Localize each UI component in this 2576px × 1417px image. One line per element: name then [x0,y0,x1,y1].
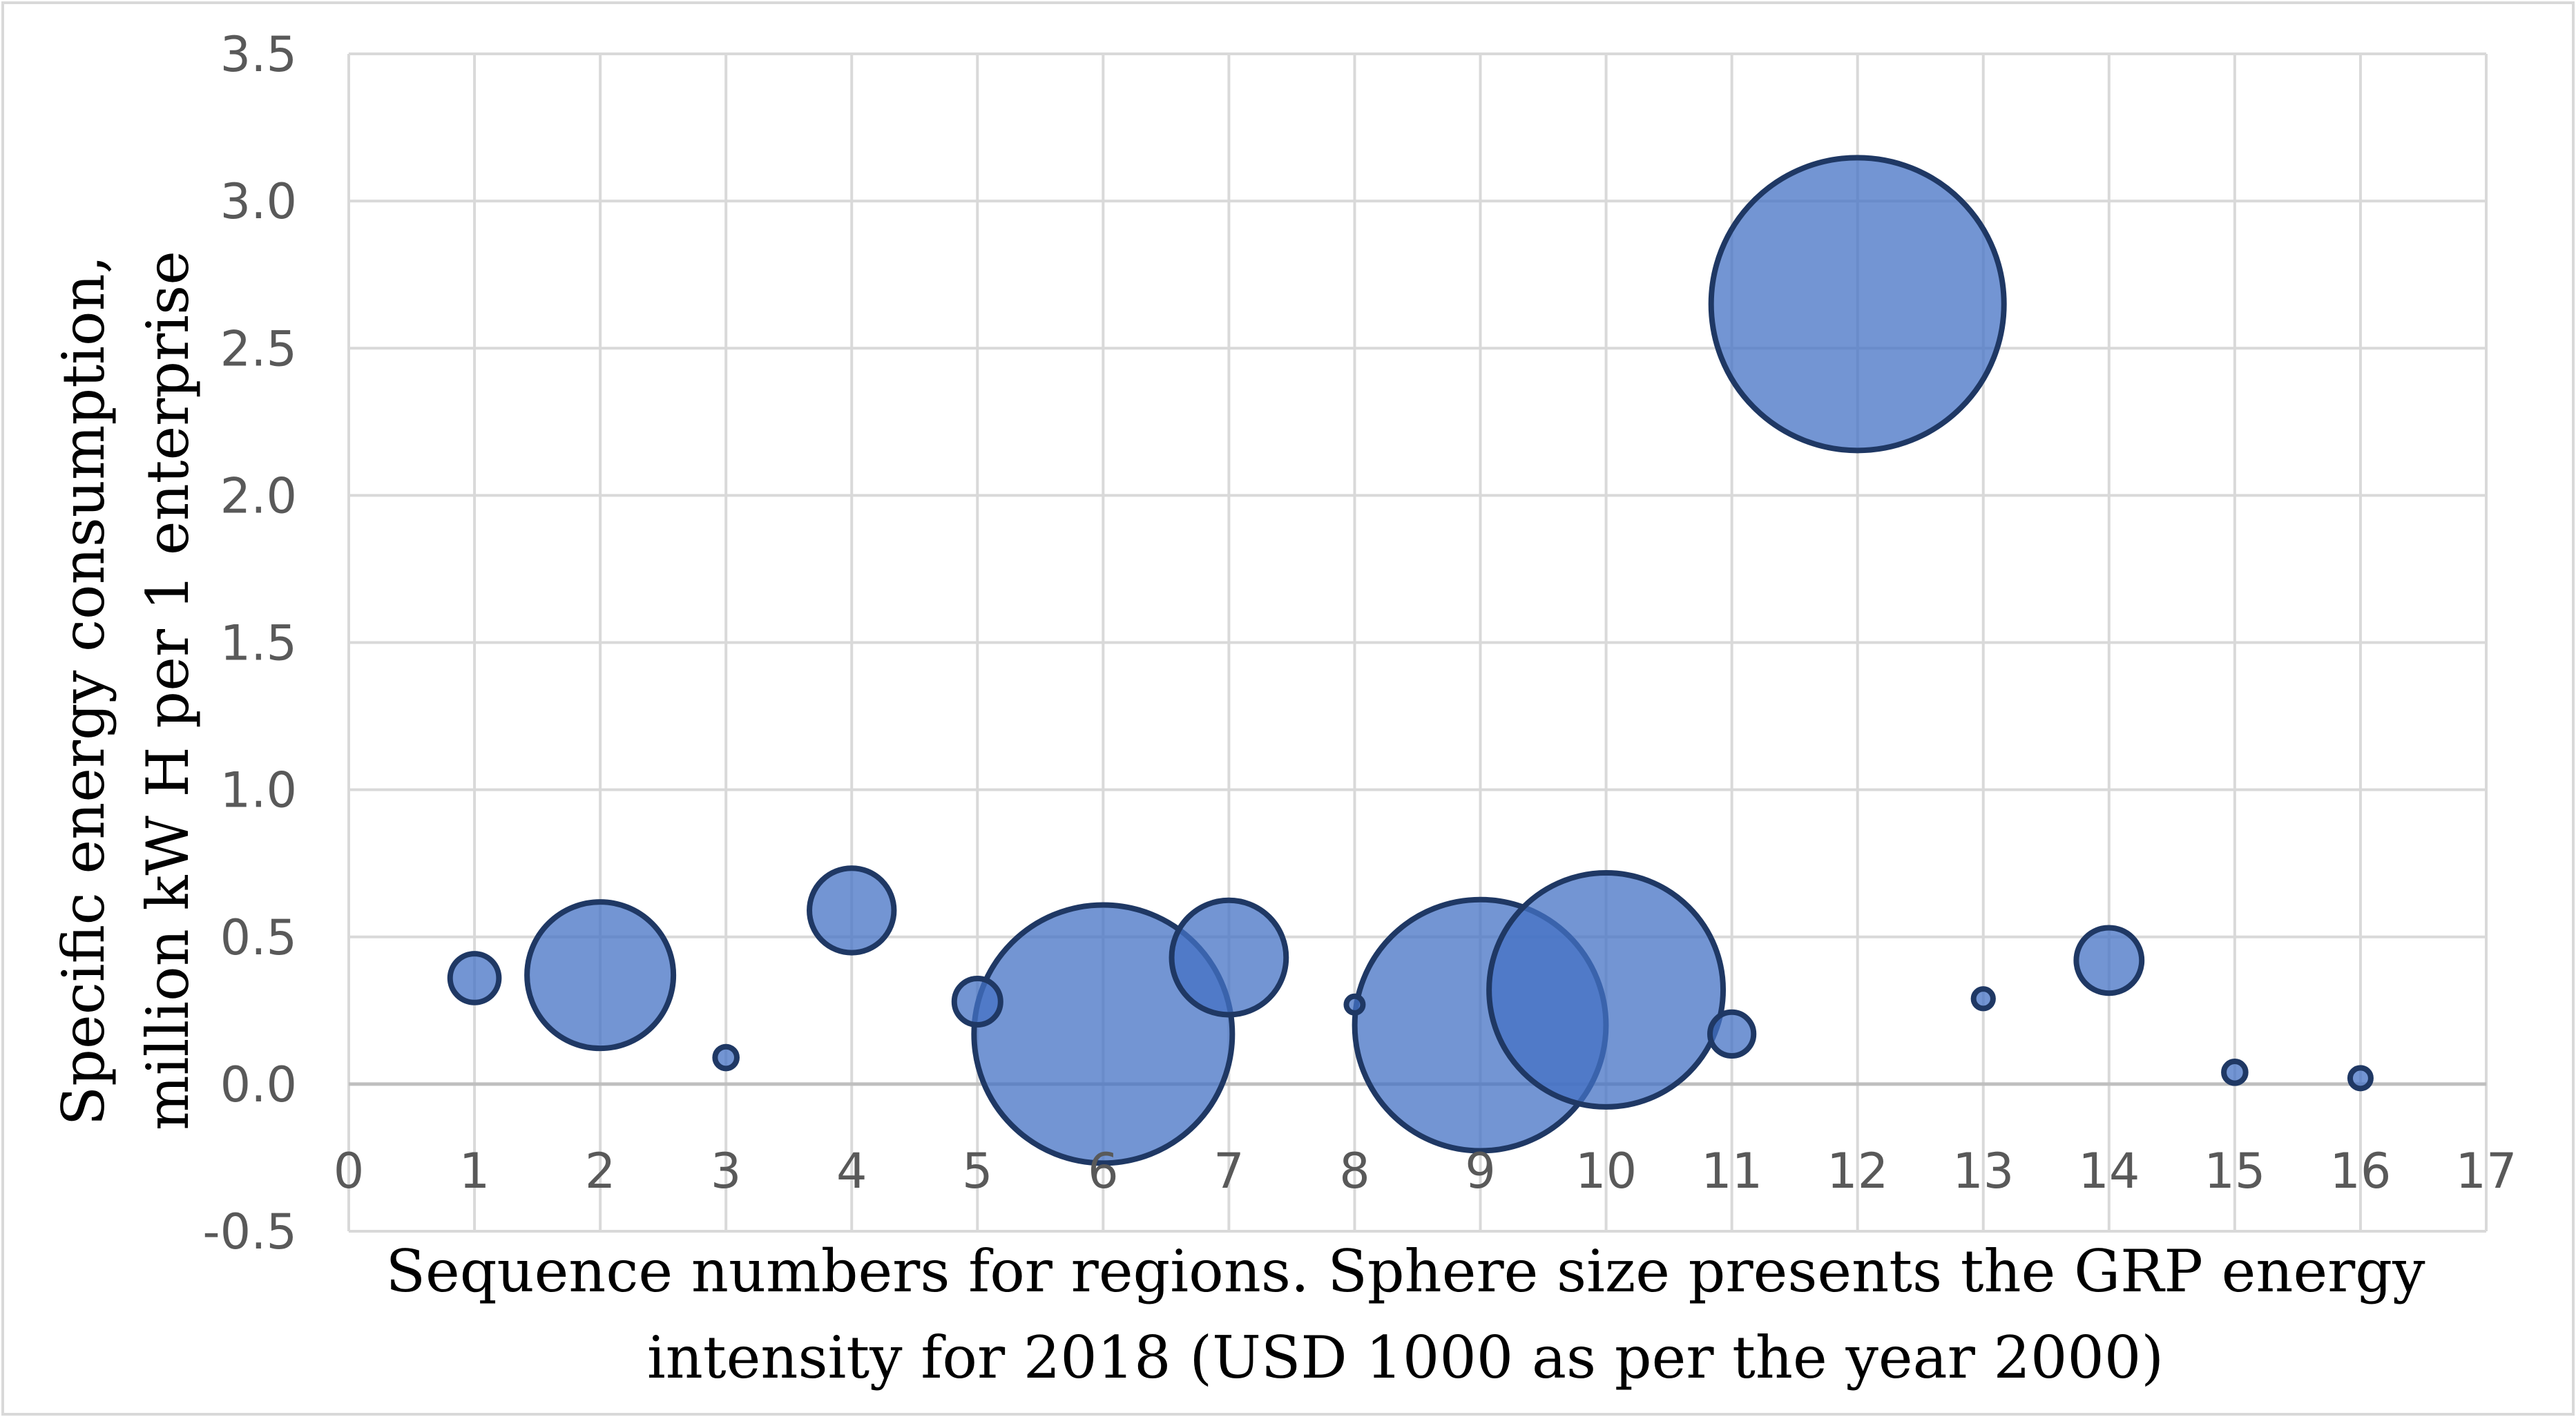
bubble-region-8 [1343,993,1366,1016]
bubble-region-7 [1169,897,1289,1018]
bubbles [447,155,2374,1166]
bubble-region-12 [1708,155,2007,454]
y-tick-label: 1.5 [220,615,297,672]
x-tick-label: 9 [1465,1143,1496,1199]
y-tick-label: 3.0 [220,173,297,230]
x-tick-label: 6 [1088,1143,1119,1199]
bubble-region-3 [712,1043,740,1072]
y-axis-title-line-1: Specific energy consumption, [50,256,117,1126]
x-tick-label: 3 [711,1143,742,1199]
tick-labels: 0 1 2 3 4 5 6 7 8 9 10 11 12 13 14 15 16 17-0.50.00.51.01… [202,26,2517,1260]
y-tick-label: 0.0 [220,1057,297,1113]
bubble-region-11 [1707,1009,1757,1059]
x-tick-label: 15 [2204,1143,2265,1199]
bubble-region-2 [524,899,677,1052]
x-tick-label: 10 [1575,1143,1637,1199]
bubble-region-16 [2347,1065,2374,1092]
bubble-region-5 [951,976,1003,1028]
y-tick-label: 3.5 [220,26,297,83]
y-tick-label: 1.0 [220,762,297,819]
x-tick-label: 2 [585,1143,616,1199]
y-axis-title-line-2: million kW H per 1 enterprise [134,251,202,1130]
bubble-region-15 [2221,1059,2249,1086]
y-tick-label: 2.5 [220,320,297,377]
x-tick-label: 8 [1339,1143,1370,1199]
x-tick-label: 16 [2329,1143,2391,1199]
bubble-region-6 [971,902,1236,1166]
x-tick-label: 5 [962,1143,993,1199]
x-axis-title-line-1: Sequence numbers for regions. Sphere siz… [385,1237,2425,1305]
x-tick-label: 12 [1827,1143,1888,1199]
x-tick-label: 17 [2455,1143,2517,1199]
bubble-region-13 [1970,986,1996,1012]
x-tick-label: 0 [334,1143,365,1199]
x-tick-label: 11 [1701,1143,1762,1199]
y-axis-title: Specific energy consumption, million kW … [50,251,202,1130]
y-tick-label: 0.5 [220,909,297,966]
x-axis-title-line-2: intensity for 2018 (USD 1000 as per the … [647,1324,2164,1391]
bubble-region-1 [447,951,502,1005]
x-tick-label: 7 [1213,1143,1244,1199]
x-tick-label: 4 [836,1143,867,1199]
x-tick-label: 14 [2078,1143,2140,1199]
x-tick-label: 13 [1952,1143,2014,1199]
y-tick-label: -0.5 [202,1204,297,1260]
bubble-region-14 [2073,925,2145,996]
x-tick-label: 1 [459,1143,490,1199]
bubble-region-4 [807,865,897,956]
bubble-region-10 [1486,870,1727,1110]
y-tick-label: 2.0 [220,467,297,524]
